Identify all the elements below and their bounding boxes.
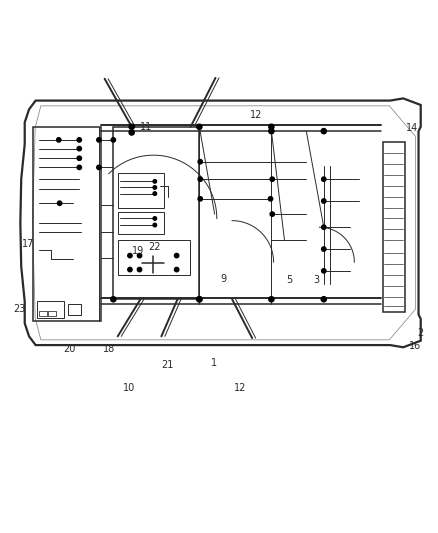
Text: 5: 5 [286,274,293,285]
Text: 3: 3 [313,276,319,286]
Circle shape [198,177,202,181]
Circle shape [138,268,142,272]
Text: 20: 20 [64,344,76,353]
Bar [118,212,163,234]
Bar [113,127,199,299]
Circle shape [111,297,116,302]
Text: 2: 2 [417,328,424,338]
Circle shape [321,247,326,251]
Text: 11: 11 [140,122,152,132]
Circle shape [270,212,275,216]
Circle shape [77,165,81,169]
Circle shape [153,217,156,220]
Circle shape [198,159,202,164]
Circle shape [153,192,156,195]
Text: 23: 23 [13,304,25,314]
Circle shape [77,156,81,160]
Circle shape [198,197,202,201]
Bar [37,301,64,318]
Text: 9: 9 [220,274,226,284]
Text: 17: 17 [21,239,34,249]
Circle shape [270,177,275,181]
Circle shape [197,297,202,302]
Bar [383,142,405,312]
Circle shape [153,180,156,183]
Circle shape [321,297,326,302]
Circle shape [128,253,132,258]
Circle shape [153,185,156,189]
Circle shape [57,138,61,142]
Circle shape [174,268,179,272]
Circle shape [197,124,202,130]
Circle shape [197,297,202,302]
Circle shape [97,138,101,142]
Circle shape [321,269,326,273]
Text: 16: 16 [410,341,422,351]
Circle shape [129,130,134,135]
Text: 1: 1 [211,358,217,368]
PathPatch shape [20,99,421,348]
Circle shape [128,268,132,272]
Text: 22: 22 [148,242,161,252]
Bar [68,304,81,314]
Text: 21: 21 [161,360,174,370]
Bar [48,311,56,316]
Circle shape [77,147,81,151]
Circle shape [269,128,274,134]
Circle shape [268,197,273,201]
Text: 19: 19 [132,246,145,256]
Circle shape [57,201,62,205]
Circle shape [153,223,156,227]
Bar [118,240,190,275]
Circle shape [321,199,326,203]
Circle shape [269,124,274,130]
Circle shape [321,128,326,134]
Text: 18: 18 [103,344,115,353]
Circle shape [321,225,326,229]
Bar [39,311,46,316]
Circle shape [138,253,142,258]
Circle shape [111,138,116,142]
Circle shape [174,253,179,258]
Text: 10: 10 [124,383,136,393]
Bar [33,127,101,321]
Text: 12: 12 [250,110,262,119]
Text: 14: 14 [406,123,418,133]
Circle shape [77,138,81,142]
Circle shape [321,177,326,181]
Text: 12: 12 [234,383,246,393]
Circle shape [269,297,274,302]
Bar [118,173,163,207]
Circle shape [97,165,101,169]
Circle shape [129,124,134,130]
